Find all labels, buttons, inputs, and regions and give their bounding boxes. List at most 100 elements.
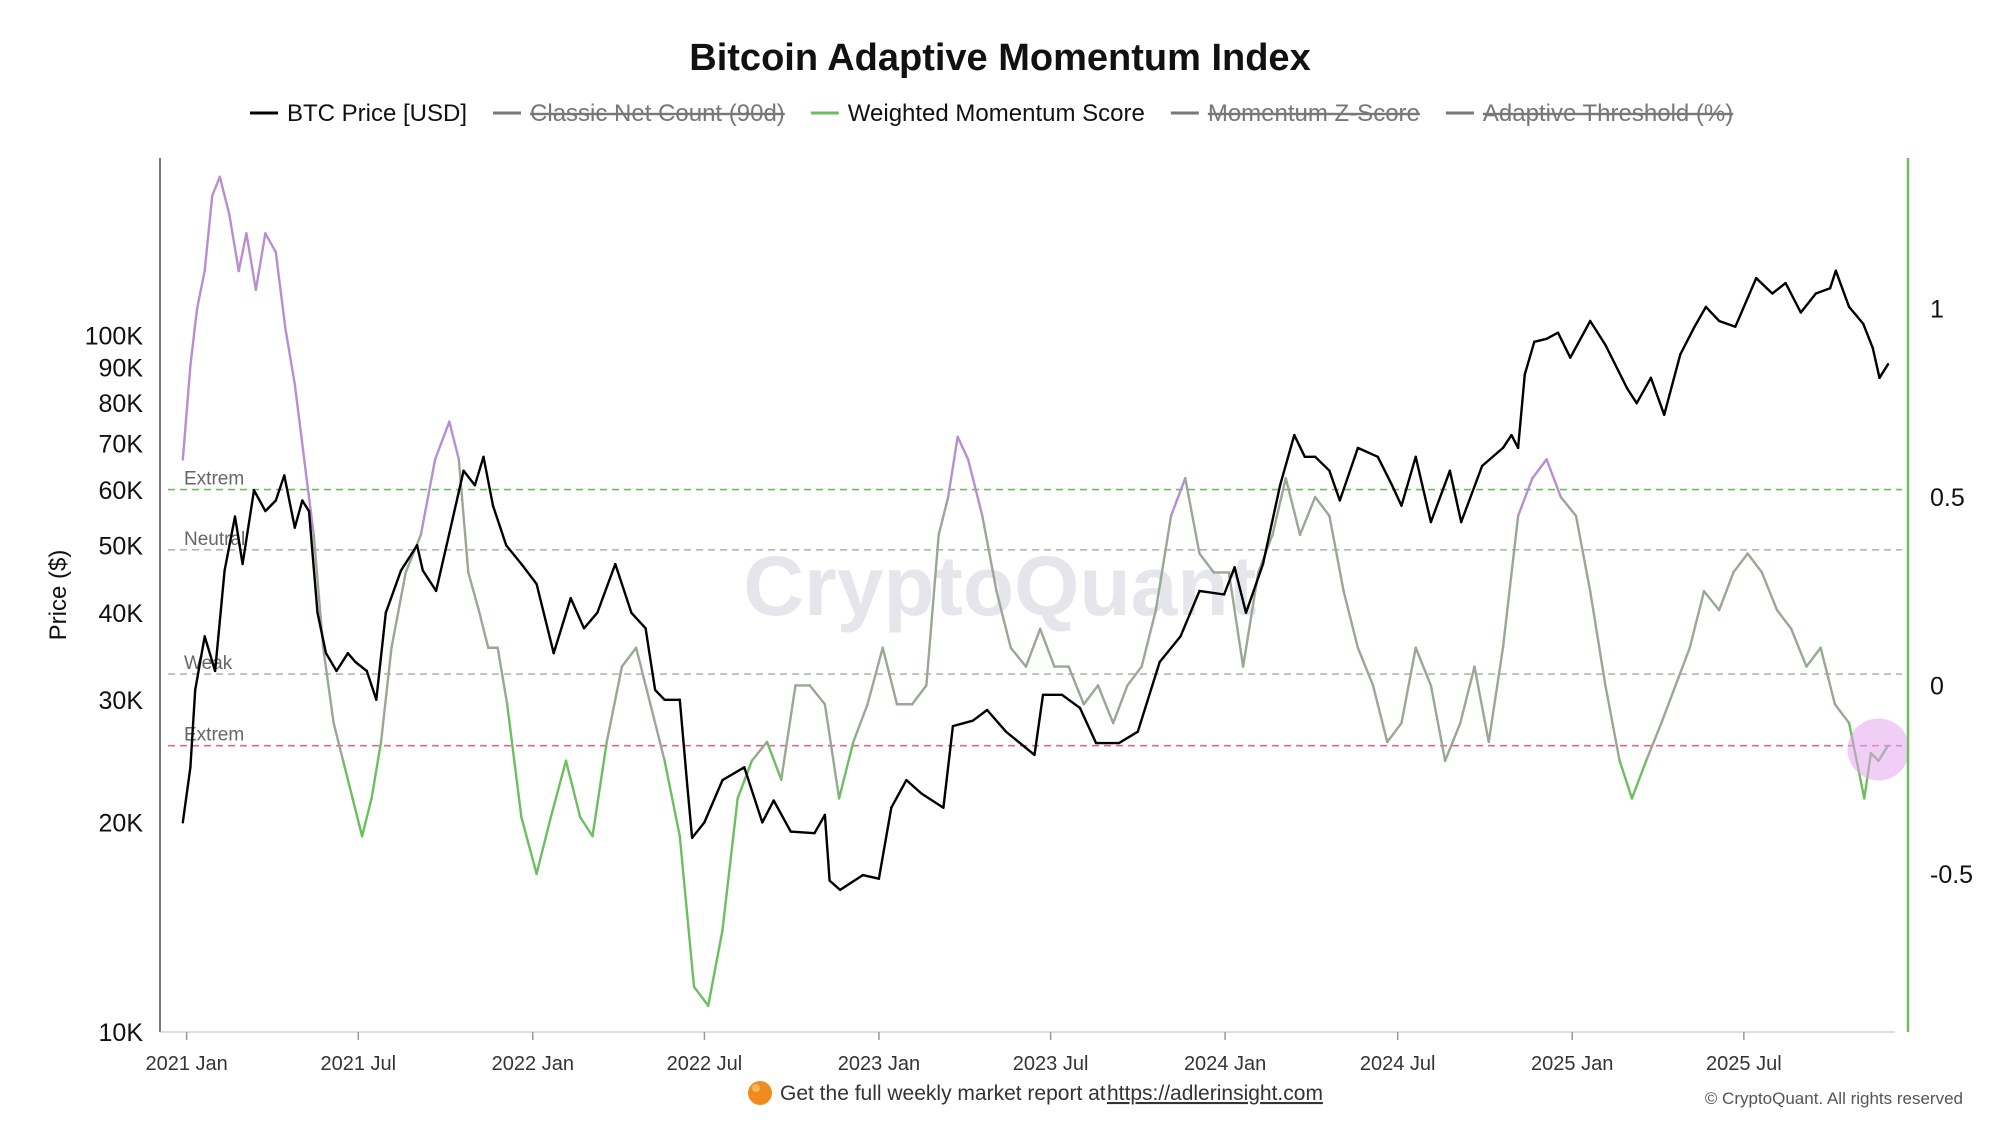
momentum-point [1604,684,1607,687]
momentum-point [956,435,959,438]
momentum-segment [1775,608,1793,631]
btc-price-point [1328,469,1331,472]
btc-price-point [1033,753,1036,757]
momentum-segment [322,646,335,725]
btc-price-point [1569,356,1572,359]
btc-price-point [520,562,523,566]
btc-price-point [505,544,508,547]
momentum-segment [1660,684,1677,725]
momentum-point [1198,552,1201,555]
x-tick-label: 2023 Jan [838,1053,920,1075]
legend-item[interactable]: Weighted Momentum Score [810,100,1145,127]
btc-price-point [1814,292,1818,295]
momentum-point [721,929,724,932]
momentum-segment [1227,571,1245,668]
left-tick-label: 50K [99,532,144,560]
momentum-segment [1313,495,1331,518]
btc-price-point [1886,363,1890,366]
x-tick-label: 2021 Jul [320,1053,396,1075]
momentum-segment [881,646,899,706]
btc-price-point [985,708,989,712]
momentum-point [1024,665,1028,668]
momentum-point [1746,552,1749,555]
btc-price-point [1198,589,1201,593]
btc-price-point [877,877,881,880]
momentum-point [312,533,315,536]
momentum-point [211,194,214,197]
btc-price-point [1734,325,1737,328]
momentum-segment [448,420,461,461]
momentum-point [634,646,638,649]
btc-price-point [233,515,237,518]
momentum-segment [591,740,608,838]
momentum-segment [1833,703,1851,725]
momentum-segment [1819,646,1837,706]
momentum-segment [937,495,950,536]
momentum-segment [1328,514,1345,593]
btc-price-point [1878,376,1881,380]
momentum-segment [1618,759,1634,800]
footer-link[interactable]: https://adlerinsight.com [1107,1082,1323,1105]
btc-price-point [193,688,197,692]
momentum-segment [1271,477,1287,536]
momentum-point [1082,703,1085,706]
btc-price-point [1847,305,1851,309]
btc-price-point [1293,433,1296,437]
legend-label: Classic Net Count (90d) [530,100,785,127]
momentum-point [195,307,199,310]
momentum-point [1342,590,1345,593]
btc-price-point [1041,693,1045,696]
btc-price-point [1649,376,1653,380]
momentum-point [1501,646,1505,649]
btc-price-point [1533,340,1536,344]
momentum-segment [866,646,884,706]
momentum-point [649,703,652,706]
momentum-point [245,232,248,235]
btc-price-point [1784,281,1787,285]
momentum-point [1833,703,1837,706]
momentum-segment [1501,514,1520,649]
btc-price-point [789,830,792,833]
btc-price-point [1414,455,1417,459]
momentum-point [1674,684,1677,687]
btc-price-point [951,724,955,728]
momentum-segment [293,382,306,461]
btc-price-point [1448,469,1452,472]
momentum-segment [736,759,754,800]
legend-item[interactable]: Classic Net Count (90d) [493,100,785,127]
legend-item[interactable]: Momentum Z-Score [1170,100,1420,127]
momentum-point [1154,608,1158,612]
momentum-segment [1559,495,1578,518]
momentum-point [228,213,231,216]
btc-price-point [203,635,206,638]
btc-price-point [1004,730,1008,733]
x-tick-label: 2025 Jul [1706,1053,1782,1075]
btc-price-point [1626,387,1629,390]
btc-price-point [630,611,633,615]
momentum-segment [1024,627,1042,668]
footer-text: Get the full weekly market report at [780,1082,1106,1105]
btc-price-point [213,669,217,673]
btc-price-point [482,455,485,459]
btc-price-point [473,484,477,487]
legend-label: Adaptive Threshold (%) [1483,100,1733,127]
momentum-segment [634,646,652,706]
momentum-segment [1154,514,1173,612]
momentum-point [341,759,345,762]
btc-price-point [384,611,387,615]
btc-price-point [1400,504,1403,507]
btc-price-point [552,651,555,655]
btc-price-point [1376,455,1379,459]
momentum-segment [1473,665,1490,744]
momentum-segment [203,194,214,273]
btc-price-point [1717,319,1721,323]
momentum-segment [564,759,582,819]
legend-item[interactable]: Adaptive Threshold (%) [1445,100,1733,127]
momentum-point [1140,665,1143,668]
btc-price-point [335,669,338,673]
legend-item[interactable]: BTC Price [USD] [250,100,467,127]
momentum-segment [1096,684,1115,725]
momentum-point [1545,458,1548,461]
momentum-segment [1184,477,1201,555]
momentum-segment [1067,665,1085,706]
